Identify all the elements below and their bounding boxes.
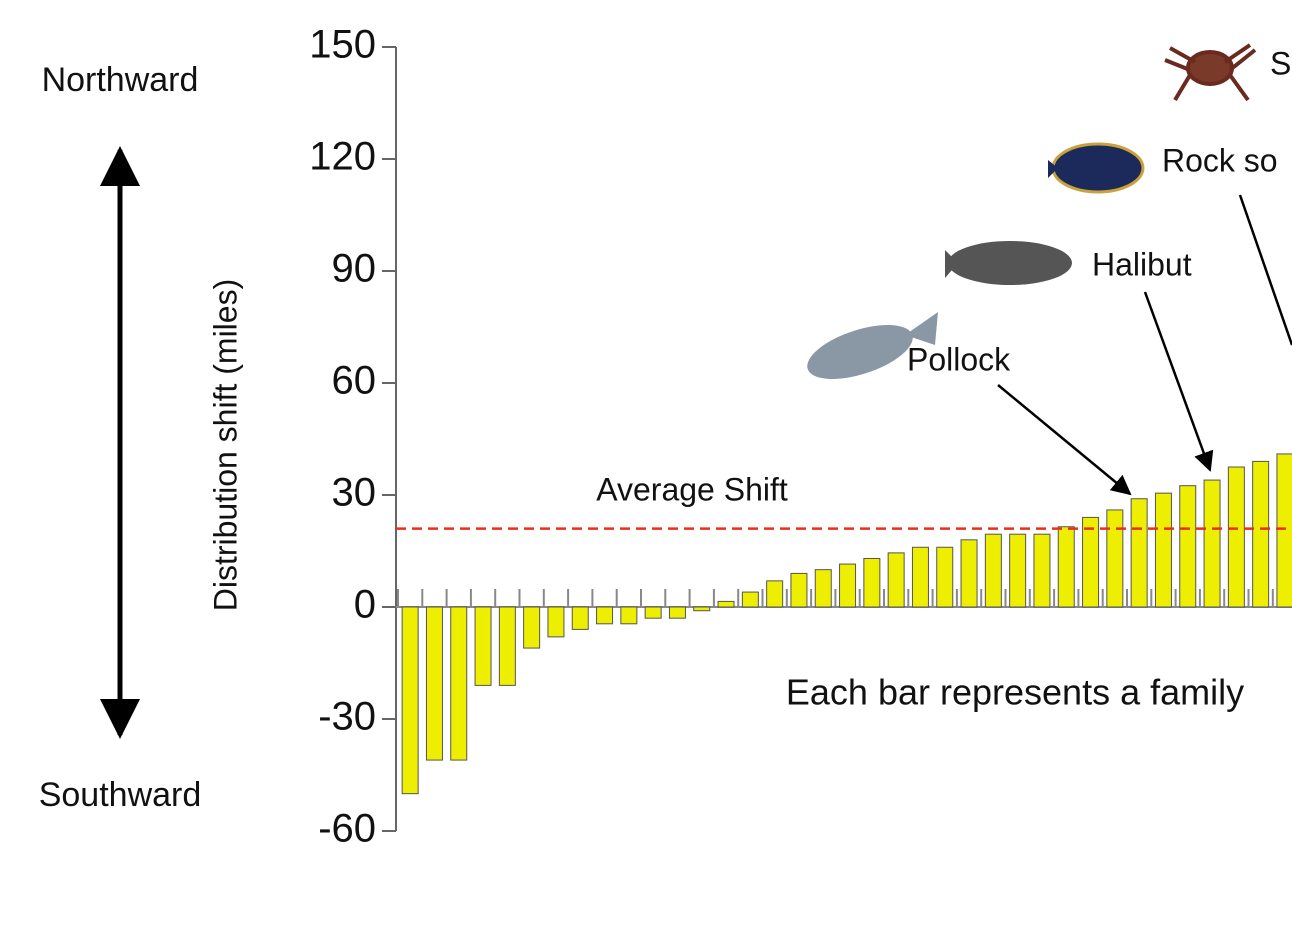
bar <box>1107 510 1123 607</box>
crab-icon <box>1165 45 1255 100</box>
y-tick-label: 30 <box>332 471 377 515</box>
y-tick-label: -30 <box>318 695 376 739</box>
bar <box>1131 499 1147 607</box>
y-tick-label: -60 <box>318 807 376 851</box>
bar <box>864 558 880 607</box>
bar <box>426 607 442 760</box>
bar <box>1034 534 1050 607</box>
bar <box>1204 480 1220 607</box>
bar <box>791 573 807 607</box>
bar <box>1253 461 1269 607</box>
annotation: Halibut <box>1092 246 1192 282</box>
bar <box>1083 517 1099 607</box>
bar <box>645 607 661 618</box>
bar <box>548 607 564 637</box>
bar <box>718 601 734 607</box>
bar <box>888 553 904 607</box>
bar <box>840 564 856 607</box>
bar <box>694 607 710 611</box>
bar <box>815 570 831 607</box>
bar <box>1155 493 1171 607</box>
y-tick-label: 120 <box>309 135 376 179</box>
bar <box>767 581 783 607</box>
y-tick-label: 60 <box>332 359 377 403</box>
bar <box>1277 454 1292 607</box>
bar <box>961 540 977 607</box>
bar <box>1058 527 1074 607</box>
average-label: Average Shift <box>596 471 788 507</box>
bar <box>451 607 467 760</box>
annotation-arrow <box>1240 195 1292 345</box>
chart: Northward Southward Distribution shift (… <box>0 0 1292 934</box>
annotation: Rock so <box>1162 142 1278 178</box>
south-label: Southward <box>39 776 202 814</box>
annotation-arrow <box>998 385 1130 494</box>
note: Each bar represents a family <box>786 672 1244 713</box>
annotation-arrow <box>1145 292 1210 470</box>
bar <box>1228 467 1244 607</box>
bar <box>669 607 685 618</box>
bar <box>499 607 515 685</box>
bar <box>912 547 928 607</box>
annotation: S <box>1270 45 1291 81</box>
bar <box>475 607 491 685</box>
y-axis-title: Distribution shift (miles) <box>207 279 243 612</box>
bar <box>742 592 758 607</box>
halibut-icon <box>945 241 1072 285</box>
bar <box>1180 486 1196 607</box>
north-label: Northward <box>42 61 199 99</box>
y-tick-label: 90 <box>332 247 377 291</box>
bar <box>572 607 588 629</box>
bar <box>524 607 540 648</box>
bar <box>402 607 418 794</box>
annotation: Pollock <box>907 341 1011 377</box>
bar <box>597 607 613 624</box>
y-tick-label: 150 <box>309 23 376 67</box>
y-tick-label: 0 <box>354 583 376 627</box>
bar <box>985 534 1001 607</box>
bar <box>937 547 953 607</box>
bar <box>1010 534 1026 607</box>
rock-sole-icon <box>1048 144 1143 192</box>
bar <box>621 607 637 624</box>
